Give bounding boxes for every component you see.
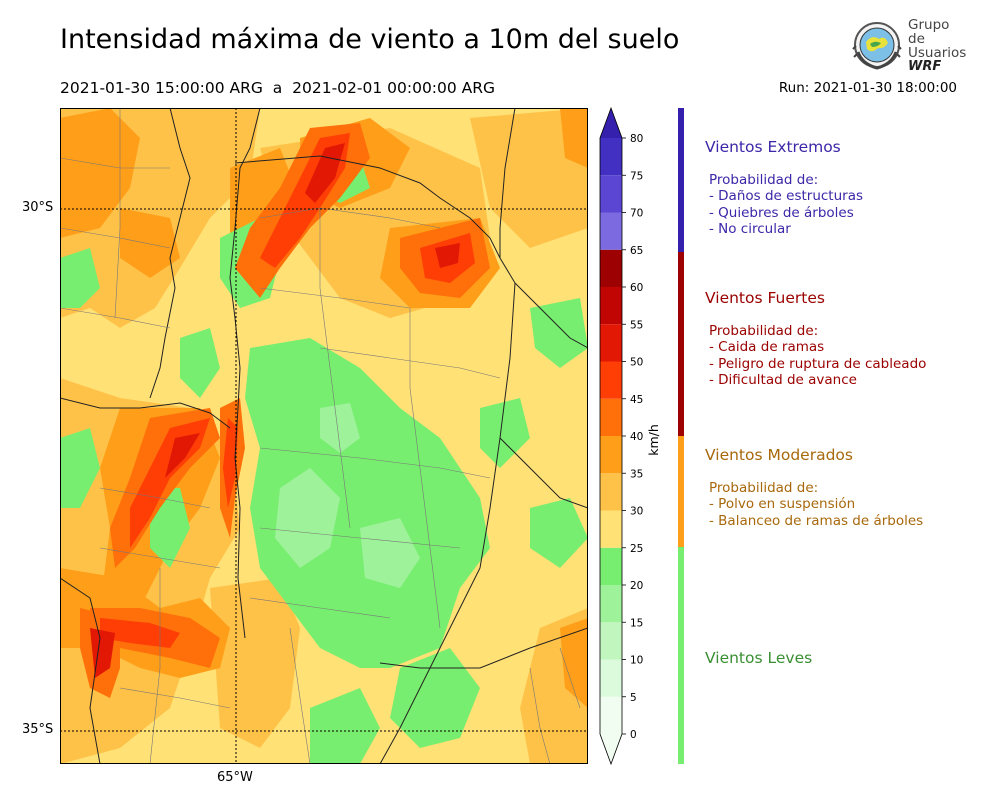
leves-bar [678, 547, 684, 764]
colorbar-bin [600, 473, 622, 511]
colorbar-tick-label: 80 [630, 133, 643, 145]
colorbar-bin [600, 287, 622, 325]
colorbar-tick-label: 10 [630, 655, 643, 667]
colorbar-bin [600, 175, 622, 213]
colorbar-tick-label: 45 [630, 394, 643, 406]
extremos-title: Vientos Extremos [705, 138, 841, 156]
colorbar-tick-label: 55 [630, 319, 643, 331]
colorbar-bin [600, 622, 622, 660]
colorbar-bin [600, 659, 622, 697]
logo-line-1: Grupo de [908, 17, 950, 47]
moderados-description: Probabilidad de: - Polvo en suspensión -… [709, 480, 924, 529]
colorbar-tick-label: 0 [630, 729, 637, 741]
colorbar-bin [600, 510, 622, 548]
map-title: Intensidad máxima de viento a 10m del su… [60, 24, 680, 55]
wind-category-legend: Vientos Extremos Probabilidad de: - Daño… [678, 108, 978, 764]
colorbar-bin [600, 398, 622, 436]
colorbar-tick-label: 25 [630, 543, 643, 555]
wind-15-20-areas [275, 403, 420, 588]
department-borders [60, 108, 581, 764]
leves-title: Vientos Leves [705, 649, 813, 667]
fuertes-bar [678, 252, 684, 436]
colorbar-tick-label: 40 [630, 431, 643, 443]
fuertes-title: Vientos Fuertes [705, 289, 825, 307]
colorbar-tick-label: 20 [630, 580, 643, 592]
colorbar-bin [600, 138, 622, 176]
colorbar-bin [600, 696, 622, 764]
colorbar-bin [600, 212, 622, 250]
colorbar-tick-label: 50 [630, 357, 643, 369]
colorbar-tick-label: 60 [630, 282, 643, 294]
run-time: Run: 2021-01-30 18:00:00 [778, 80, 957, 96]
fuertes-description: Probabilidad de: - Caida de ramas - Peli… [709, 323, 927, 388]
colorbar-bin [600, 361, 622, 399]
moderados-title: Vientos Moderados [705, 446, 853, 464]
colorbar-bins [599, 106, 623, 766]
extremos-bar [678, 108, 684, 252]
colorbar-bin [600, 585, 622, 623]
country-province-borders [60, 108, 588, 764]
colorbar-tick-label: 15 [630, 617, 643, 629]
colorbar-tick-label: 30 [630, 506, 643, 518]
wind-50-55-areas [90, 143, 460, 678]
colorbar-tick-label: 35 [630, 468, 643, 480]
lat-label-35s: 35°S [22, 722, 54, 737]
lon-label-65w: 65°W [217, 770, 253, 785]
colorbar-tick-label: 5 [630, 692, 637, 704]
colorbar-tick-label: 65 [630, 245, 643, 257]
map-frame [60, 108, 588, 764]
globe-logo-icon [852, 22, 902, 70]
colorbar-tick-label: 70 [630, 208, 643, 220]
colorbar-tick-label: 75 [630, 170, 643, 182]
extremos-description: Probabilidad de: - Daños de estructuras … [709, 172, 864, 237]
colorbar-bin [600, 436, 622, 474]
graticule [60, 108, 588, 764]
colorbar-bin [600, 324, 622, 362]
logo-line-2: Usuarios [908, 45, 967, 61]
wind-map [60, 108, 588, 764]
grupo-usuarios-wrf-logo: Grupo de Usuarios WRF [848, 16, 968, 76]
lat-label-30s: 30°S [22, 200, 54, 215]
moderados-bar [678, 436, 684, 547]
forecast-period: 2021-01-30 15:00:00 ARG a 2021-02-01 00:… [60, 79, 496, 97]
colorbar-bin [600, 108, 622, 138]
colorbar-bin [600, 547, 622, 585]
logo-line-3: WRF [908, 59, 942, 74]
colorbar-bin [600, 249, 622, 287]
colorbar-unit-label: km/h [646, 424, 661, 456]
